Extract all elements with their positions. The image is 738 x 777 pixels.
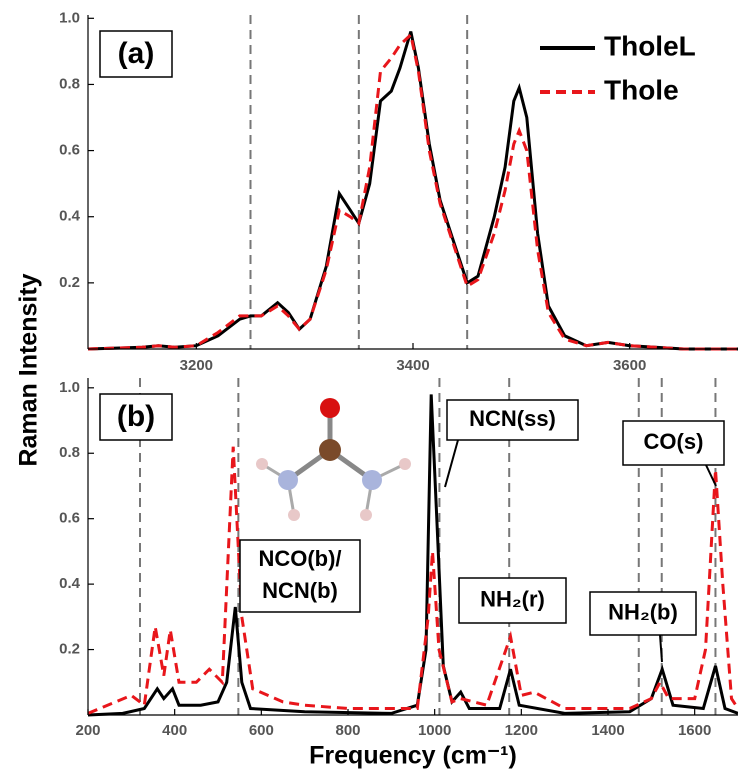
x-tick-label: 200 [75, 722, 100, 739]
molecule [256, 398, 411, 521]
y-tick-label: 0.4 [59, 575, 81, 592]
y-tick-label: 0.4 [59, 208, 81, 225]
annotation: CO(s) [644, 429, 704, 454]
panel-label: (b) [117, 400, 155, 433]
x-tick-label: 1400 [591, 722, 624, 739]
y-tick-label: 1.0 [59, 379, 80, 396]
x-tick-label: 1000 [418, 722, 451, 739]
annotation: NH₂(b) [608, 599, 678, 624]
y-tick-label: 0.2 [59, 641, 80, 658]
annotation: NCN(ss) [469, 406, 556, 431]
y-axis-label: Raman Intensity [15, 273, 43, 466]
annotation-pointer [445, 440, 458, 487]
x-axis-label: Frequency (cm⁻¹) [309, 742, 517, 770]
chart: 0.2 0.4 0.6 0.8 1.0 3200 3400 3600 (a) TholeL Thol… [0, 0, 738, 777]
x-tick-label: 3400 [396, 357, 429, 374]
x-tick-label: 400 [162, 722, 187, 739]
annotation: NCN(b) [262, 578, 338, 603]
x-tick-label: 1600 [678, 722, 711, 739]
y-tick-label: 1.0 [59, 9, 80, 26]
x-tick-label: 1200 [505, 722, 538, 739]
legend-label: Thole [604, 74, 679, 105]
y-tick-label: 0.6 [59, 142, 80, 159]
x-tick-label: 3200 [180, 357, 213, 374]
y-tick-label: 0.8 [59, 444, 80, 461]
annotation: NCO(b)/ [258, 546, 341, 571]
annotation: NH₂(r) [480, 586, 545, 611]
series-line [88, 447, 738, 714]
x-tick-label: 600 [249, 722, 274, 739]
legend-label: TholeL [604, 30, 696, 61]
y-tick-label: 0.6 [59, 510, 80, 527]
y-tick-label: 0.8 [59, 75, 80, 92]
x-tick-label: 800 [335, 722, 360, 739]
panel-label: (a) [118, 37, 155, 70]
y-tick-label: 0.2 [59, 274, 80, 291]
x-tick-label: 3600 [613, 357, 646, 374]
